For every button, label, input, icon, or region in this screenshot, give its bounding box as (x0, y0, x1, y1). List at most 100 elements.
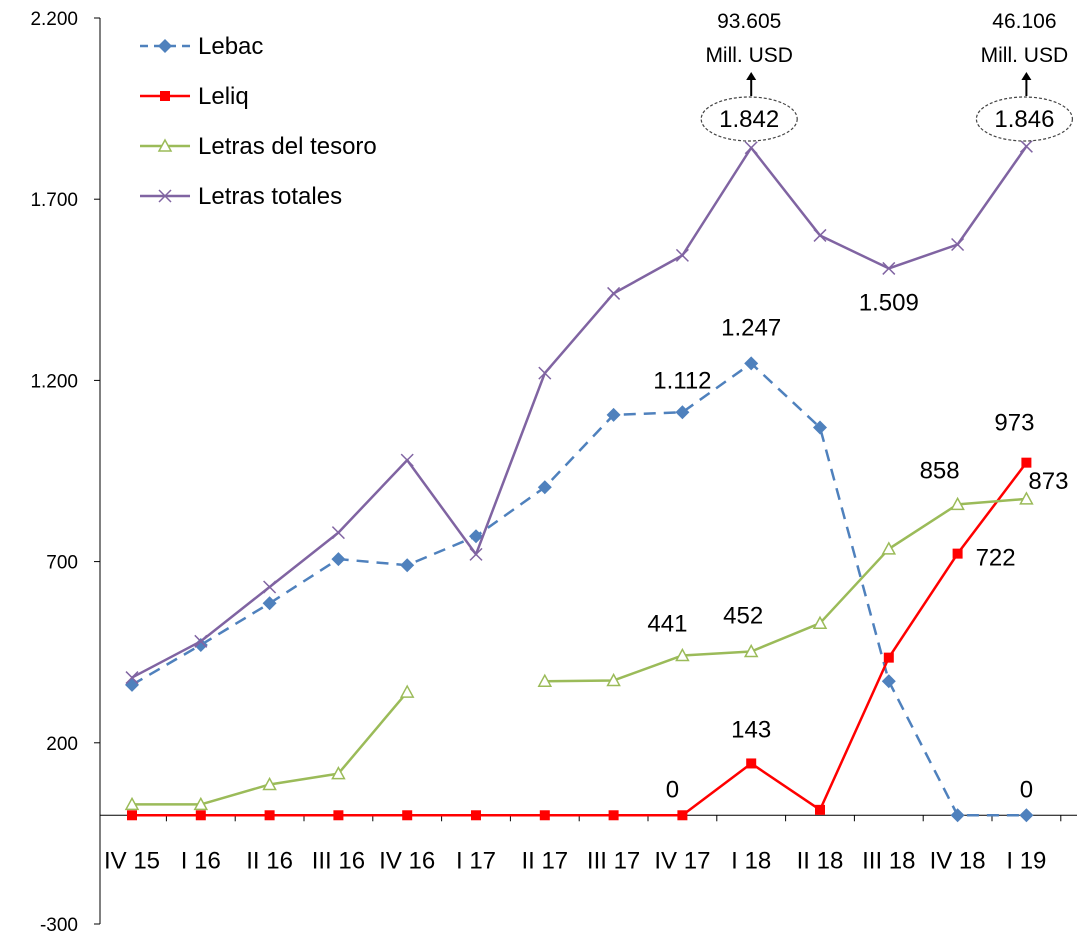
legend: Lebac Leliq Letras del tesoro Letras totale… (140, 33, 377, 210)
legend-item: Letras totales (140, 183, 342, 210)
data-point (882, 261, 896, 275)
data-point (607, 286, 621, 300)
data-point (1021, 457, 1032, 468)
data-point (157, 138, 173, 152)
data-point (158, 39, 172, 53)
data-point (124, 796, 140, 811)
y-tick-label: -300 (40, 915, 78, 936)
x-tick-label: IV 18 (930, 847, 986, 874)
data-point (262, 596, 277, 611)
callout-value: 1.842 (719, 106, 779, 133)
data-point (127, 810, 137, 821)
data-label: 452 (723, 602, 763, 629)
data-point (677, 810, 688, 821)
data-point (158, 189, 172, 203)
callout-arrow-head (1021, 72, 1032, 80)
data-point (160, 91, 170, 101)
data-point (675, 405, 690, 420)
callout-line1: 46.106 (992, 10, 1056, 33)
data-point (746, 758, 757, 769)
data-point (193, 796, 209, 811)
data-point (1019, 139, 1033, 153)
data-point (263, 580, 277, 594)
x-tick-label: II 17 (521, 847, 568, 874)
callout-ellipse (700, 96, 798, 142)
data-point-stroke (813, 228, 827, 242)
data-point (744, 141, 758, 155)
data-label: 1.509 (859, 289, 919, 316)
data-label: 722 (976, 545, 1016, 572)
data-label: 858 (920, 457, 960, 484)
data-point (743, 643, 759, 658)
x-tick-label: III 18 (862, 847, 915, 874)
data-point (813, 420, 827, 435)
x-tick-label: I 19 (1006, 847, 1046, 874)
x-tick-label: III 17 (587, 847, 640, 874)
data-point (537, 673, 553, 687)
data-point (537, 480, 552, 495)
data-point (331, 766, 346, 780)
data-point (881, 674, 896, 689)
data-point (194, 634, 208, 648)
data-point (952, 548, 963, 559)
data-point (815, 804, 825, 815)
y-tick-label: 1.700 (30, 190, 78, 211)
data-point-stroke (125, 671, 139, 685)
legend-label: Lebac (198, 33, 263, 60)
data-point (1019, 808, 1034, 823)
x-tick-label: III 16 (312, 847, 365, 874)
data-point (400, 558, 415, 573)
data-label: 441 (647, 610, 687, 637)
x-tick-label: II 16 (246, 847, 293, 874)
callout-line2: Mill. USD (705, 44, 793, 67)
legend-label: Letras totales (198, 183, 342, 210)
callouts: 1.842 93.605 Mill. USD 1.846 46.106 Mill. USD (700, 10, 1074, 142)
data-label: 0 (666, 776, 679, 803)
data-label: 1.112 (653, 367, 711, 394)
y-tick-label: 200 (46, 734, 78, 755)
data-point (812, 615, 828, 629)
series-leliq (127, 457, 1032, 821)
y-tick-label: 2.200 (30, 9, 78, 30)
x-tick-label: IV 15 (104, 847, 160, 874)
data-labels: 1.112 1.247 0 143 722 973 0 441 452 858 873 1.509 (647, 289, 1068, 803)
data-point (262, 776, 277, 791)
callout: 1.842 93.605 Mill. USD (700, 10, 798, 142)
data-label: 0 (1020, 776, 1033, 803)
data-point-stroke (882, 261, 896, 275)
data-point (950, 808, 965, 823)
data-point (469, 547, 483, 561)
data-point (195, 810, 206, 821)
data-point-stroke (158, 189, 172, 203)
data-point-stroke (400, 453, 414, 467)
data-label: 1.247 (721, 314, 781, 341)
callout-ellipse (975, 96, 1074, 142)
data-label: 873 (1028, 468, 1068, 495)
data-point-stroke (744, 141, 758, 155)
data-point (606, 407, 621, 422)
series-line (131, 145, 1028, 679)
y-tick-label: 700 (46, 553, 78, 574)
data-point (883, 652, 894, 663)
data-point (402, 810, 413, 821)
x-tick-label: I 17 (456, 847, 496, 874)
x-tick-label: I 16 (181, 847, 221, 874)
x-tick-label: II 18 (797, 847, 844, 874)
data-point-stroke (607, 286, 621, 300)
callout-arrow-head (746, 72, 757, 80)
data-point (675, 647, 690, 662)
legend-label: Leliq (198, 83, 249, 110)
data-point-stroke (469, 547, 483, 561)
data-point (469, 529, 483, 544)
data-point (264, 810, 275, 821)
data-point-stroke (951, 237, 965, 252)
series-letras-del-tesoro (124, 491, 1034, 811)
data-point (538, 366, 552, 380)
legend-label: Letras del tesoro (198, 133, 377, 160)
series-layer (124, 139, 1034, 823)
data-point (193, 637, 208, 652)
data-point-stroke (331, 526, 345, 540)
data-point-stroke (263, 580, 277, 594)
data-point (608, 810, 619, 821)
data-point-stroke (675, 248, 689, 262)
